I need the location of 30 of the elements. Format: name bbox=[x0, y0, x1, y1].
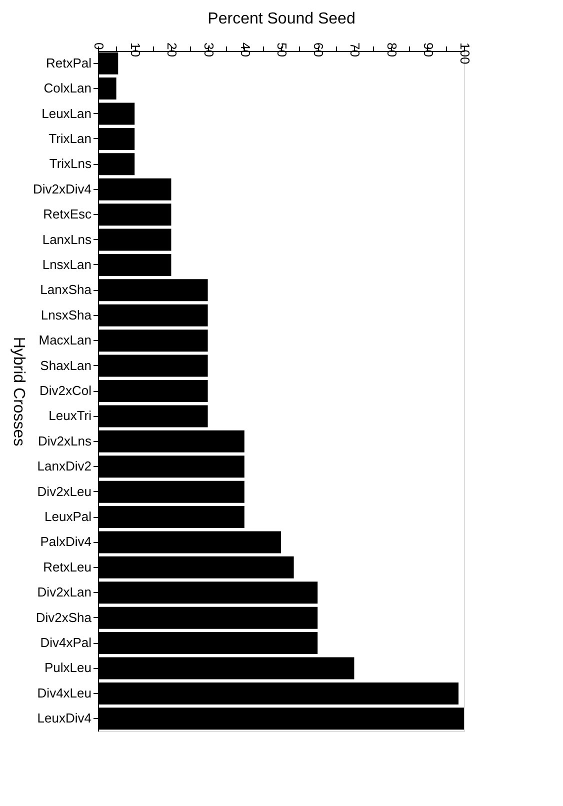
y-tick-label: LanxSha bbox=[40, 282, 92, 298]
y-axis-title: Hybrid Crosses bbox=[10, 336, 27, 446]
y-tick-label: RetxEsc bbox=[43, 206, 92, 222]
y-tick-label: LnsxLan bbox=[42, 256, 92, 272]
y-tick-label: Div2xLan bbox=[37, 584, 92, 600]
y-tick-label: Div2xLeu bbox=[37, 484, 92, 499]
y-tick-label: ColxLan bbox=[44, 80, 92, 96]
y-tick-label: LeuxDiv4 bbox=[37, 710, 92, 726]
y-tick-label: Div4xLeu bbox=[37, 685, 92, 700]
y-tick-label: PulxLeu bbox=[44, 660, 92, 676]
y-tick-label: Div2xSha bbox=[36, 610, 92, 625]
y-tick-label: Div4xPal bbox=[40, 635, 92, 650]
y-tick-label: Div2xCol bbox=[39, 383, 92, 398]
y-tick-label: ShaxLan bbox=[40, 358, 92, 373]
x-axis-title: Percent Sound Seed bbox=[208, 10, 356, 28]
y-tick-label: PalxDiv4 bbox=[40, 534, 92, 550]
y-tick-label: Div2xLns bbox=[38, 433, 92, 448]
y-tick-label: RetxPal bbox=[46, 55, 92, 70]
y-tick-label: LeuxTri bbox=[48, 408, 92, 424]
y-tick-label: Div2xDiv4 bbox=[32, 181, 92, 196]
y-tick-label: LnsxSha bbox=[40, 307, 92, 322]
y-tick-label: TrixLan bbox=[48, 130, 92, 146]
y-tick-label: MacxLan bbox=[38, 332, 92, 348]
y-tick-label: LeuxPal bbox=[44, 509, 92, 524]
y-tick-label: TrixLns bbox=[49, 156, 92, 172]
x-tick-label: 0 bbox=[92, 42, 106, 50]
y-tick-label: RetxLeu bbox=[43, 559, 92, 574]
y-tick-label: LanxLns bbox=[42, 232, 92, 247]
y-tick-label: LanxDiv2 bbox=[37, 458, 92, 474]
y-tick-label: LeuxLan bbox=[42, 106, 92, 121]
